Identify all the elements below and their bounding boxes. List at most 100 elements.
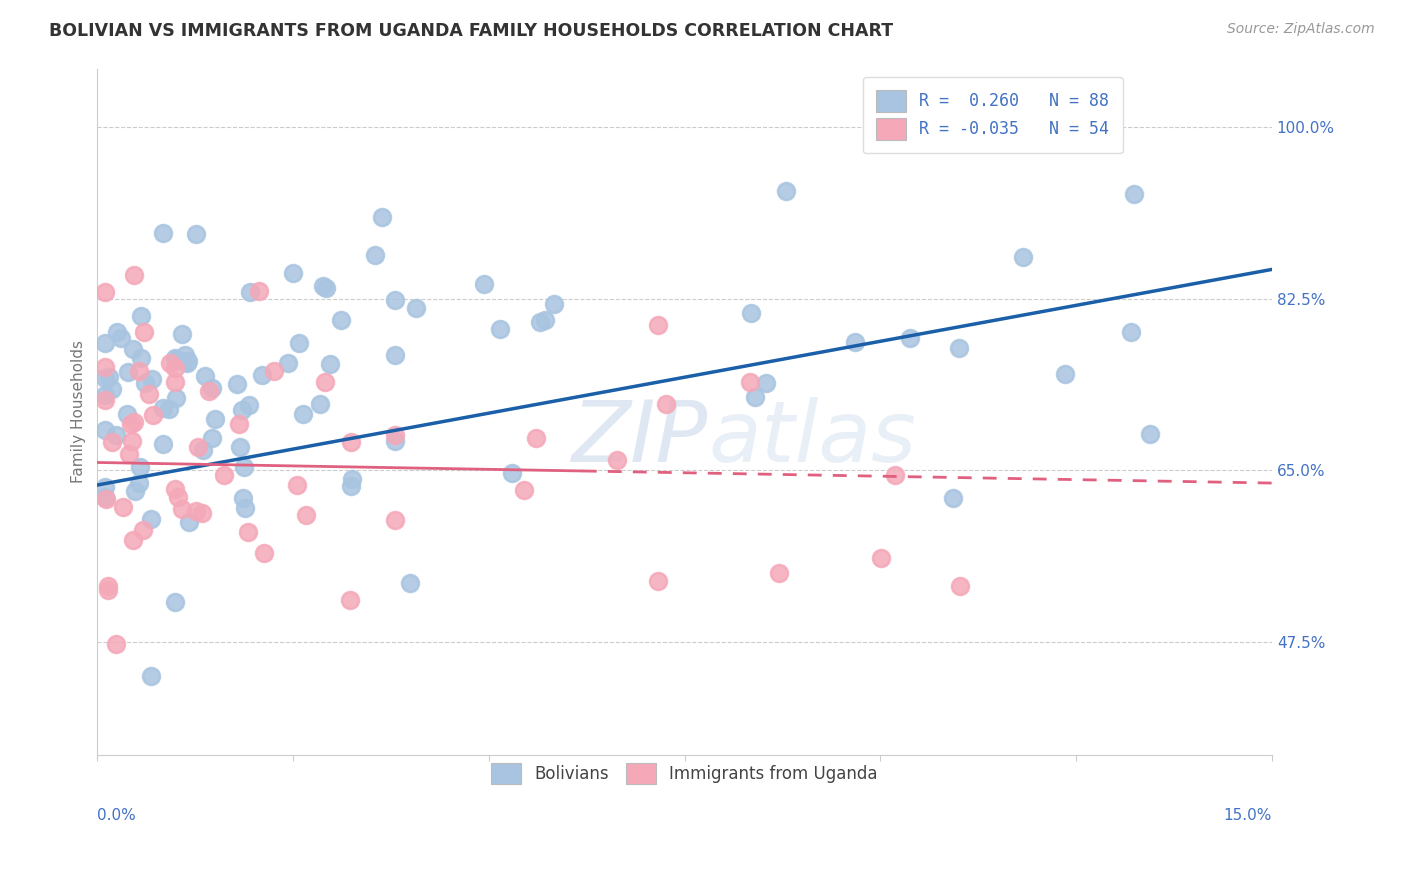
- Point: [141, 511, 163, 525]
- Point: [238, 398, 260, 412]
- Point: [529, 315, 551, 329]
- Point: [340, 472, 363, 486]
- Point: [138, 387, 160, 401]
- Text: atlas: atlas: [709, 398, 917, 481]
- Point: [340, 479, 363, 493]
- Text: 15.0%: 15.0%: [1223, 808, 1272, 823]
- Point: [94, 480, 117, 494]
- Point: [647, 574, 669, 589]
- Point: [384, 513, 406, 527]
- Point: [236, 525, 259, 540]
- Point: [166, 490, 188, 504]
- Point: [744, 390, 766, 404]
- Point: [287, 336, 309, 351]
- Point: [194, 369, 217, 384]
- Point: [201, 431, 224, 445]
- Point: [524, 431, 547, 445]
- Point: [117, 365, 139, 379]
- Point: [132, 325, 155, 339]
- Point: [384, 434, 406, 448]
- Point: [97, 370, 120, 384]
- Point: [231, 403, 253, 417]
- Point: [120, 417, 142, 432]
- Point: [738, 376, 761, 390]
- Point: [339, 592, 361, 607]
- Point: [122, 342, 145, 356]
- Text: 0.0%: 0.0%: [97, 808, 136, 823]
- Point: [94, 336, 117, 351]
- Point: [755, 376, 778, 391]
- Point: [97, 583, 120, 598]
- Point: [152, 437, 174, 451]
- Point: [398, 576, 420, 591]
- Point: [263, 364, 285, 378]
- Point: [1139, 426, 1161, 441]
- Point: [118, 447, 141, 461]
- Point: [94, 490, 117, 504]
- Point: [165, 392, 187, 406]
- Point: [191, 443, 214, 458]
- Point: [405, 301, 427, 315]
- Point: [295, 508, 318, 523]
- Point: [191, 506, 214, 520]
- Point: [122, 268, 145, 282]
- Point: [124, 483, 146, 498]
- Point: [128, 475, 150, 490]
- Point: [228, 417, 250, 431]
- Point: [252, 368, 274, 383]
- Point: [157, 401, 180, 416]
- Point: [949, 579, 972, 593]
- Point: [315, 281, 337, 295]
- Legend: Bolivians, Immigrants from Uganda: Bolivians, Immigrants from Uganda: [481, 753, 887, 794]
- Point: [247, 284, 270, 298]
- Point: [340, 435, 363, 450]
- Point: [844, 334, 866, 349]
- Point: [172, 326, 194, 341]
- Point: [105, 637, 128, 651]
- Point: [232, 491, 254, 505]
- Point: [159, 356, 181, 370]
- Point: [129, 351, 152, 365]
- Point: [94, 392, 117, 407]
- Point: [129, 460, 152, 475]
- Point: [371, 210, 394, 224]
- Point: [948, 341, 970, 355]
- Text: Source: ZipAtlas.com: Source: ZipAtlas.com: [1227, 22, 1375, 37]
- Point: [292, 408, 315, 422]
- Point: [285, 478, 308, 492]
- Point: [121, 434, 143, 448]
- Point: [105, 325, 128, 339]
- Point: [174, 347, 197, 361]
- Point: [384, 293, 406, 307]
- Point: [97, 579, 120, 593]
- Point: [198, 384, 221, 398]
- Point: [186, 227, 208, 242]
- Point: [94, 491, 117, 506]
- Point: [225, 377, 247, 392]
- Point: [94, 424, 117, 438]
- Point: [165, 361, 187, 376]
- Point: [112, 500, 135, 514]
- Point: [170, 501, 193, 516]
- Point: [384, 428, 406, 442]
- Point: [131, 524, 153, 538]
- Point: [152, 226, 174, 240]
- Point: [94, 371, 117, 385]
- Point: [184, 504, 207, 518]
- Point: [513, 483, 536, 497]
- Point: [165, 352, 187, 367]
- Point: [233, 501, 256, 516]
- Point: [110, 331, 132, 345]
- Point: [214, 467, 236, 482]
- Point: [775, 184, 797, 198]
- Text: BOLIVIAN VS IMMIGRANTS FROM UGANDA FAMILY HOUSEHOLDS CORRELATION CHART: BOLIVIAN VS IMMIGRANTS FROM UGANDA FAMIL…: [49, 22, 893, 40]
- Y-axis label: Family Households: Family Households: [72, 340, 86, 483]
- Point: [228, 441, 250, 455]
- Point: [142, 409, 165, 423]
- Point: [101, 435, 124, 450]
- Point: [94, 285, 117, 299]
- Point: [363, 247, 385, 261]
- Point: [122, 533, 145, 547]
- Point: [283, 266, 305, 280]
- Point: [117, 407, 139, 421]
